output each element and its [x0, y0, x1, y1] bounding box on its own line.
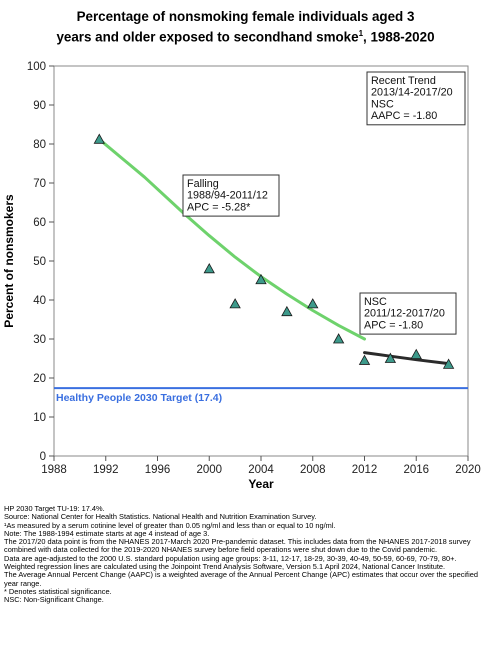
x-tick-label: 2008 [300, 464, 326, 476]
annotation-line: 2011/12-2017/20 [364, 308, 445, 320]
data-point [229, 298, 241, 309]
x-tick-label: 2000 [196, 464, 222, 476]
data-point [410, 348, 422, 360]
chart-svg: 0 10 20 30 40 50 60 70 80 90 100 1988 1992 1996 2000 20… [2, 61, 481, 491]
footnote-line: * Denotes statistical significance. [4, 586, 112, 596]
annotation-box [366, 71, 466, 126]
annotation-box [359, 292, 457, 335]
x-tick-label: 1996 [145, 464, 171, 476]
footnote-line: The 2017/20 data point is from the NHANE… [4, 537, 471, 555]
footnote-line: Note: The 1988-1994 estimate starts at a… [4, 528, 210, 538]
annotation-line: Recent Trend [371, 75, 436, 87]
annotation-line: Falling [187, 178, 219, 190]
x-tick-label: 2020 [455, 464, 481, 476]
data-point [255, 273, 267, 285]
x-tick-label: 2016 [403, 464, 429, 476]
y-tick-label: 100 [27, 61, 46, 73]
x-tick-label: 2004 [248, 464, 274, 476]
y-tick-label: 0 [40, 451, 46, 463]
y-tick-label: 80 [33, 139, 46, 151]
annotation-line: 2013/14-2017/20 [371, 87, 453, 99]
data-point [203, 262, 215, 274]
footnote-line: HP 2030 Target TU-19: 17.4%. [4, 504, 105, 513]
data-point [307, 298, 319, 309]
x-axis-label: Year [248, 477, 274, 491]
chart-title-suffix: , 1988-2020 [363, 29, 435, 45]
annotation-line: AAPC = -1.80 [371, 110, 437, 122]
data-point [384, 352, 397, 363]
chart-title-footnote-mark: 1 [358, 29, 364, 38]
y-tick-label: 10 [33, 412, 46, 424]
annotation-line: NSC [364, 296, 387, 308]
y-tick-label: 60 [33, 217, 46, 229]
footnote-line: The Average Annual Percent Change (AAPC)… [4, 570, 478, 588]
trend-line-1 [97, 137, 366, 341]
plot-area [53, 65, 469, 457]
footnotes: HP 2030 Target TU-19: 17.4%. Source: Nati… [4, 504, 488, 605]
x-tick-label: 1988 [41, 464, 67, 476]
chart-title: Percentage of nonsmoking female individu… [0, 8, 491, 45]
annotation-line: 1988/94-2011/12 [187, 190, 268, 202]
x-tick-label: 2012 [352, 464, 378, 476]
chart-title-line-2: years and older exposed to secondhand sm… [56, 29, 359, 45]
footnote-line: Data are age-adjusted to the 2000 U.S. s… [4, 553, 457, 563]
y-tick-label: 40 [33, 295, 46, 307]
footnote-line: Source: National Center for Health Stati… [4, 512, 317, 522]
y-tick-label: 70 [33, 178, 46, 190]
data-point [332, 333, 345, 344]
footnote-line: ¹As measured by a serum cotinine level o… [4, 520, 336, 530]
chart-title-line-1: Percentage of nonsmoking female individu… [76, 9, 415, 24]
data-point [358, 354, 371, 365]
y-tick-label: 90 [33, 100, 46, 112]
footnote-line: Weighted regression lines are calculated… [4, 562, 446, 572]
annotation-line: NSC [371, 98, 394, 110]
y-axis-label: Percent of nonsmokers [2, 194, 16, 328]
data-point [442, 358, 455, 369]
footnote-line: NSC: Non-Significant Change. [4, 595, 104, 605]
trend-line-2 [363, 351, 451, 366]
data-point [281, 305, 293, 317]
annotation-line: APC = -5.28* [187, 201, 251, 213]
y-tick-label: 50 [33, 256, 46, 268]
annotation-box [182, 174, 280, 217]
target-label: Healthy People 2030 Target (17.4) [56, 392, 222, 404]
data-point [93, 133, 105, 144]
y-tick-label: 30 [33, 334, 46, 346]
x-tick-label: 1992 [93, 464, 119, 476]
y-tick-label: 20 [33, 373, 46, 385]
annotation-line: APC = -1.80 [364, 319, 423, 331]
